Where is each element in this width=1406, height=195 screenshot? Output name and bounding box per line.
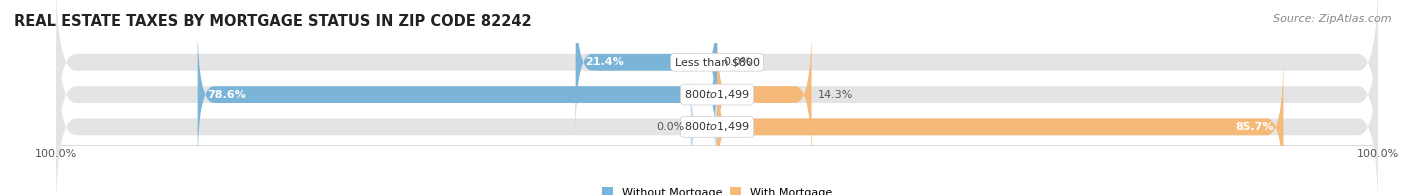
FancyBboxPatch shape: [690, 71, 717, 183]
FancyBboxPatch shape: [56, 38, 1378, 195]
Text: 0.0%: 0.0%: [724, 57, 752, 67]
Text: 78.6%: 78.6%: [208, 90, 246, 100]
Text: REAL ESTATE TAXES BY MORTGAGE STATUS IN ZIP CODE 82242: REAL ESTATE TAXES BY MORTGAGE STATUS IN …: [14, 14, 531, 29]
FancyBboxPatch shape: [56, 0, 1378, 151]
Text: 85.7%: 85.7%: [1234, 122, 1274, 132]
Text: $800 to $1,499: $800 to $1,499: [685, 88, 749, 101]
Legend: Without Mortgage, With Mortgage: Without Mortgage, With Mortgage: [602, 187, 832, 195]
FancyBboxPatch shape: [198, 22, 717, 167]
Text: $800 to $1,499: $800 to $1,499: [685, 120, 749, 133]
Text: 14.3%: 14.3%: [818, 90, 853, 100]
Text: 21.4%: 21.4%: [585, 57, 624, 67]
FancyBboxPatch shape: [56, 6, 1378, 183]
Text: 0.0%: 0.0%: [655, 122, 685, 132]
Text: Source: ZipAtlas.com: Source: ZipAtlas.com: [1274, 14, 1392, 24]
FancyBboxPatch shape: [575, 0, 717, 135]
FancyBboxPatch shape: [717, 55, 1284, 195]
Text: Less than $800: Less than $800: [675, 57, 759, 67]
FancyBboxPatch shape: [717, 22, 811, 167]
